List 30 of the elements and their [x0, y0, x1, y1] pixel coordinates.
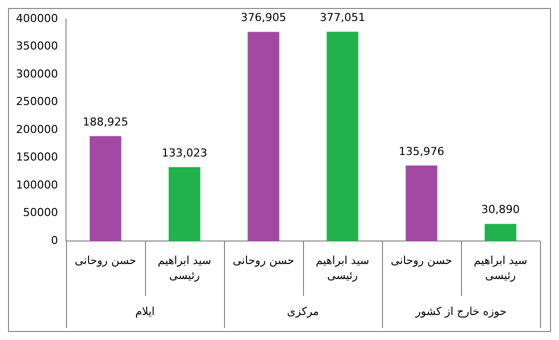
data-label: 30,890 — [481, 203, 520, 216]
bar — [90, 136, 122, 241]
x-tick-label: حسن روحانی — [74, 254, 136, 267]
x-tick-label: سید ابراهیم رئیسی — [474, 254, 528, 282]
y-tick-label: 0 — [50, 234, 58, 247]
text: حوزه خارج از کشور — [414, 304, 507, 318]
x-tick-label: سید ابراهیم رئیسی — [158, 254, 212, 282]
x-tick-label: حسن روحانی — [232, 254, 294, 267]
x-tick-label: حسن روحانی — [390, 254, 452, 267]
bar — [248, 32, 280, 241]
bar — [484, 224, 516, 241]
y-tick-label: 100000 — [16, 178, 58, 192]
x-tick-label: سید ابراهیم رئیسی — [316, 254, 370, 282]
data-label: 377,051 — [320, 11, 366, 24]
data-label: 188,925 — [82, 116, 128, 129]
bar — [168, 167, 200, 241]
bar — [326, 32, 358, 241]
data-label: 135,976 — [398, 144, 444, 158]
text: ایلام — [135, 304, 155, 318]
bar — [406, 166, 438, 241]
text: مرکزی — [287, 304, 320, 318]
y-tick-label: 350000 — [16, 40, 58, 53]
y-tick-label: 250000 — [16, 95, 58, 108]
data-label: 376,905 — [240, 11, 286, 24]
y-tick-label: 400000 — [16, 12, 58, 25]
y-tick-label: 150000 — [16, 150, 58, 164]
y-tick-label: 50000 — [22, 206, 58, 220]
data-label: 133,023 — [162, 146, 208, 160]
y-tick-label: 300000 — [16, 67, 58, 80]
y-tick-label: 200000 — [16, 122, 58, 136]
